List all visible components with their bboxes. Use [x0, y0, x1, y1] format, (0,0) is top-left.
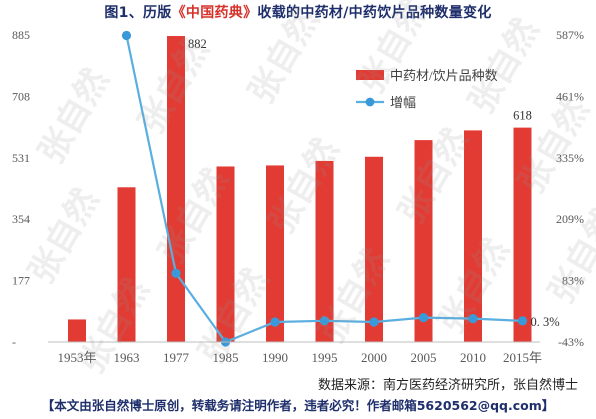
left-axis: 885 708 531 354 177 - — [12, 28, 30, 349]
x-axis: 1953年 1963 1977 1985 1990 1995 2000 2005 2010 201… — [48, 341, 542, 365]
chart-title-prefix: 图1、历版 — [104, 5, 172, 21]
growth-point-2005 — [418, 313, 429, 323]
data-labels: 882 618 0. 3% — [188, 37, 560, 329]
x-tick-label: 2015年 — [503, 350, 542, 365]
x-tick-label: 1990 — [262, 350, 288, 365]
growth-point-1995 — [319, 316, 330, 326]
bar-1963 — [117, 187, 136, 342]
legend-line-marker — [365, 97, 375, 107]
bar-1995 — [315, 160, 334, 342]
x-tick-label: 1977 — [163, 350, 190, 365]
x-tick-label: 2010 — [460, 350, 486, 365]
bars-layer — [68, 36, 532, 343]
right-tick-label: -43% — [558, 335, 584, 349]
bar-2000 — [365, 156, 383, 342]
x-tick-label: 1953年 — [57, 350, 96, 365]
left-tick-label: 531 — [12, 151, 30, 165]
right-tick-label: 209% — [556, 212, 584, 226]
x-tick-label: 1963 — [114, 350, 140, 365]
right-tick-label: 587% — [556, 28, 584, 42]
left-tick-label: 708 — [12, 89, 30, 103]
right-tick-label: 83% — [562, 274, 584, 288]
growth-point-1963 — [121, 30, 132, 41]
legend-bar-label: 中药材/饮片品种数 — [390, 68, 498, 83]
copyright-banner: 【本文由张自然博士原创，转载务请注明作者，违者必究！作者邮箱5620562@qq… — [41, 398, 555, 413]
left-tick-label: 177 — [12, 274, 30, 288]
chart-title-highlight: 《中国药典》 — [171, 5, 258, 21]
legend-bar-swatch — [356, 70, 384, 80]
bar-2010 — [464, 130, 482, 342]
bar-1953年 — [68, 319, 86, 342]
x-tick-label: 1985 — [213, 350, 239, 365]
bar-2015年 — [513, 127, 532, 343]
x-tick-label: 1995 — [312, 350, 338, 365]
chart-source: 数据来源：南方医药经济研究所，张自然博士 — [317, 378, 578, 393]
growth-point-1977 — [171, 268, 181, 278]
x-tick-label: 2005 — [411, 350, 437, 365]
chart-title-suffix: 收载的中药材/中药饮片品种数量变化 — [257, 5, 492, 21]
bar-1985 — [216, 166, 235, 342]
bar-1990 — [266, 165, 284, 342]
bar-1977 — [167, 36, 185, 342]
growth-point-2015年 — [517, 316, 528, 326]
left-tick-label: - — [12, 335, 16, 349]
chart-title: 图1、历版《中国药典》收载的中药材/中药饮片品种数量变化 — [0, 2, 596, 22]
left-tick-label: 354 — [12, 212, 30, 226]
growth-point-2000 — [369, 317, 379, 327]
right-axis: 587% 461% 335% 209% 83% -43% — [556, 28, 584, 349]
bar-2005 — [414, 140, 433, 342]
growth-point-1990 — [270, 317, 280, 327]
left-tick-label: 885 — [12, 28, 30, 42]
right-tick-label: 461% — [556, 89, 584, 103]
right-tick-label: 335% — [556, 151, 584, 165]
data-label: 618 — [513, 109, 532, 123]
growth-point-2010 — [468, 314, 478, 324]
data-label: 882 — [188, 37, 207, 51]
x-tick-label: 2000 — [361, 350, 387, 365]
data-label: 0. 3% — [531, 315, 560, 329]
legend-line-label: 增幅 — [390, 95, 416, 110]
